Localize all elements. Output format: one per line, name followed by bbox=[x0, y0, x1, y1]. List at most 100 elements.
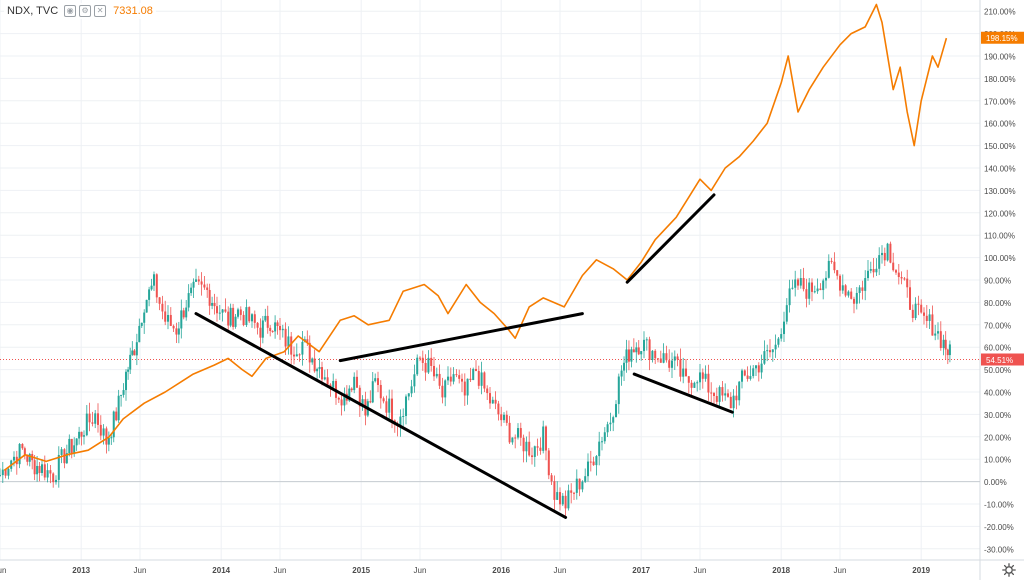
candle-body bbox=[438, 373, 441, 386]
candle-body bbox=[458, 375, 461, 379]
candle-body bbox=[547, 450, 550, 476]
y-tick-label: 170.00% bbox=[984, 97, 1016, 106]
candle-body bbox=[589, 461, 592, 463]
candle-body bbox=[444, 380, 447, 398]
candle-body bbox=[808, 282, 811, 299]
candle-body bbox=[788, 288, 791, 306]
gear-icon[interactable] bbox=[1002, 563, 1016, 577]
candle-body bbox=[494, 399, 497, 404]
candle-body bbox=[131, 350, 134, 355]
candle-body bbox=[841, 285, 844, 291]
candle-body bbox=[701, 372, 704, 379]
candle-body bbox=[424, 362, 427, 373]
candle-body bbox=[145, 299, 148, 313]
candle-body bbox=[192, 281, 195, 288]
candle-body bbox=[213, 302, 216, 307]
candle-body bbox=[794, 279, 797, 288]
candle-body bbox=[533, 446, 536, 457]
candle-body bbox=[49, 470, 52, 474]
candle-body bbox=[757, 365, 760, 373]
candle-body bbox=[229, 307, 232, 326]
y-tick-label: -30.00% bbox=[984, 545, 1014, 554]
candle-body bbox=[361, 399, 364, 407]
candle-body bbox=[740, 370, 744, 382]
candle-body bbox=[269, 327, 272, 331]
candle-body bbox=[836, 270, 839, 276]
candle-body bbox=[68, 438, 71, 454]
candle-body bbox=[771, 349, 774, 353]
candle-body bbox=[603, 432, 606, 442]
candle-body bbox=[350, 388, 353, 391]
candle-body bbox=[911, 309, 914, 319]
candle-body bbox=[379, 384, 382, 399]
candle-body bbox=[673, 356, 676, 361]
candle-body bbox=[530, 455, 534, 457]
candle-body bbox=[516, 428, 520, 438]
candle-body bbox=[376, 378, 380, 385]
candle-body bbox=[264, 315, 267, 321]
candle-body bbox=[558, 492, 562, 505]
candle-body bbox=[301, 341, 304, 355]
candle-body bbox=[726, 393, 730, 397]
candle-body bbox=[654, 350, 657, 359]
candle-body bbox=[169, 314, 172, 326]
y-tick-label: 110.00% bbox=[984, 232, 1015, 241]
candle-body bbox=[120, 394, 123, 396]
candle-body bbox=[290, 336, 293, 355]
close-icon[interactable]: ✕ bbox=[94, 5, 107, 17]
candle-body bbox=[536, 446, 539, 448]
candle-body bbox=[348, 388, 351, 401]
candle-body bbox=[474, 368, 478, 371]
y-tick-label: -20.00% bbox=[984, 523, 1014, 532]
candle-body bbox=[866, 270, 870, 279]
candle-body bbox=[875, 268, 878, 273]
candle-body bbox=[318, 367, 321, 369]
y-tick-label: 10.00% bbox=[984, 456, 1011, 465]
candle-body bbox=[54, 479, 58, 483]
candle-body bbox=[724, 393, 727, 396]
x-tick-label: Jun bbox=[414, 566, 427, 575]
candle-body bbox=[679, 359, 682, 377]
eye-icon[interactable]: ◉ bbox=[64, 5, 77, 17]
candle-body bbox=[155, 274, 158, 298]
candle-body bbox=[190, 287, 193, 294]
candle-body bbox=[872, 268, 875, 273]
candle-body bbox=[718, 387, 721, 402]
candle-body bbox=[78, 431, 81, 439]
candle-body bbox=[70, 438, 73, 454]
x-tick-label: 2017 bbox=[632, 566, 650, 575]
x-tick-label: 2018 bbox=[772, 566, 790, 575]
candle-body bbox=[640, 351, 643, 355]
x-tick-label: Jun bbox=[554, 566, 567, 575]
candle-body bbox=[385, 401, 388, 413]
candle-body bbox=[306, 339, 309, 343]
y-tick-label: 210.00% bbox=[984, 8, 1016, 17]
y-tick-label: 80.00% bbox=[984, 299, 1011, 308]
candle-body bbox=[206, 287, 209, 290]
candle-body bbox=[920, 304, 923, 313]
candle-body bbox=[82, 435, 86, 437]
candle-body bbox=[906, 278, 909, 288]
y-tick-label: -10.00% bbox=[984, 501, 1014, 510]
candle-body bbox=[358, 387, 361, 407]
settings-icon[interactable]: ⚙ bbox=[79, 5, 92, 17]
y-tick-label: 140.00% bbox=[984, 165, 1016, 174]
candle-body bbox=[572, 492, 576, 494]
candle-body bbox=[253, 314, 256, 323]
candle-body bbox=[432, 365, 436, 377]
candle-body bbox=[651, 350, 654, 360]
candle-body bbox=[158, 297, 161, 304]
candle-body bbox=[903, 278, 906, 280]
candle-body bbox=[73, 445, 76, 454]
candle-body bbox=[799, 278, 802, 286]
candle-body bbox=[617, 376, 620, 405]
candle-body bbox=[326, 377, 329, 385]
candle-body bbox=[855, 292, 858, 304]
candle-body bbox=[316, 368, 319, 372]
candle-body bbox=[469, 378, 472, 381]
x-tick-label: 2014 bbox=[212, 566, 230, 575]
candle-body bbox=[782, 321, 786, 335]
candle-body bbox=[511, 437, 514, 443]
